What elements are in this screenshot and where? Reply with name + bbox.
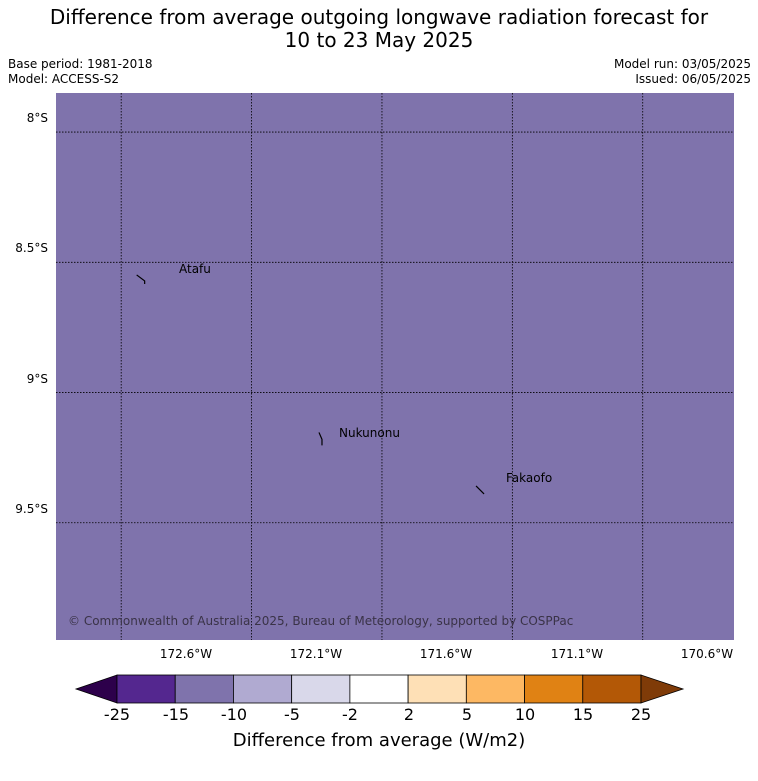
colorbar-segment (116, 674, 176, 704)
colorbar-tick: -5 (284, 705, 300, 724)
lon-label-171-1w: 171.1°W (550, 647, 604, 661)
colorbar-tick: 15 (572, 705, 594, 724)
lat-label-9s: 9°S (26, 372, 48, 386)
island-fakaofo-coastline (475, 485, 485, 495)
colorbar-tick: 5 (461, 705, 473, 724)
lat-label-8-5s: 8.5°S (15, 241, 48, 255)
colorbar-tick: -10 (220, 705, 248, 724)
title-line-2: 10 to 23 May 2025 (284, 28, 474, 52)
colorbar-segment (524, 674, 584, 704)
colorbar-segment (233, 674, 293, 704)
chart-title: Difference from average outgoing longwav… (0, 6, 758, 52)
lon-label-170-6w: 170.6°W (680, 647, 734, 661)
issued-text: Issued: 06/05/2025 (635, 72, 751, 86)
colorbar-tick: 2 (403, 705, 415, 724)
map-area[interactable] (56, 93, 734, 640)
base-period-text: Base period: 1981-2018 (8, 57, 153, 71)
colorbar-extend-low (74, 674, 118, 704)
colorbar-tick: -15 (162, 705, 190, 724)
lat-label-8s: 8°S (26, 111, 48, 125)
model-text: Model: ACCESS-S2 (8, 72, 120, 86)
title-line-1: Difference from average outgoing longwav… (49, 5, 709, 29)
colorbar-tick: -2 (342, 705, 358, 724)
model-run-text: Model run: 03/05/2025 (613, 57, 751, 71)
place-label-nukunonu: Nukunonu (339, 426, 400, 440)
lon-label-172-6w: 172.6°W (159, 647, 213, 661)
lon-label-171-6w: 171.6°W (419, 647, 473, 661)
islands (136, 274, 485, 495)
colorbar-segment (174, 674, 234, 704)
colorbar-segment (465, 674, 525, 704)
colorbar-segment (407, 674, 467, 704)
place-label-atafu: Atafu (179, 262, 211, 276)
colorbar-label: Difference from average (W/m2) (232, 730, 526, 751)
island-atafu-coastline (136, 274, 146, 284)
colorbar (74, 674, 685, 704)
place-label-fakaofo: Fakaofo (506, 471, 553, 485)
colorbar-segment (349, 674, 409, 704)
gridlines (56, 93, 734, 640)
meta-left: Base period: 1981-2018 Model: ACCESS-S2 (8, 57, 153, 87)
colorbar-segment (582, 674, 642, 704)
lon-label-172-1w: 172.1°W (289, 647, 343, 661)
colorbar-extend-high (640, 674, 685, 704)
colorbar-tick: 10 (514, 705, 536, 724)
meta-right: Model run: 03/05/2025 Issued: 06/05/2025 (614, 57, 751, 87)
island-nukunonu-coastline (318, 432, 323, 446)
colorbar-tick: 25 (630, 705, 652, 724)
copyright-notice: © Commonwealth of Australia 2025, Bureau… (68, 614, 574, 628)
lat-label-9-5s: 9.5°S (15, 502, 48, 516)
colorbar-tick: -25 (103, 705, 131, 724)
colorbar-segment (291, 674, 351, 704)
